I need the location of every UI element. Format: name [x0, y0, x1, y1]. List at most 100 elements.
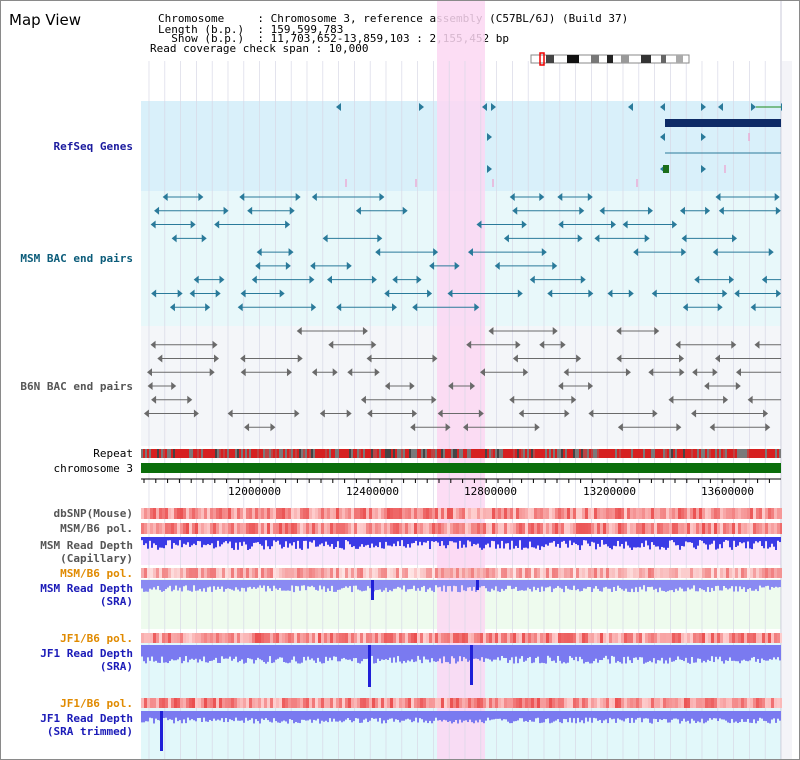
polymorphism-cell — [501, 568, 504, 578]
msm-bac-pair-end — [768, 248, 774, 257]
jf1-depth-sra-bar — [377, 645, 379, 659]
jf1-depth-trim-bar — [503, 711, 505, 720]
msm-depth-cap-bar — [637, 537, 639, 548]
repeat-bar — [701, 449, 703, 458]
jf1-depth-trim-bar — [687, 711, 689, 721]
polymorphism-cell — [558, 568, 561, 578]
msm-depth-cap-bar — [341, 537, 343, 549]
jf1-depth-sra-bar — [247, 645, 249, 659]
polymorphism-cell — [438, 698, 441, 708]
polymorphism-cell — [261, 508, 264, 519]
polymorphism-cell — [366, 633, 369, 643]
repeat-bar — [341, 449, 343, 458]
repeat-bar — [501, 449, 503, 458]
polymorphism-cell — [432, 633, 435, 643]
polymorphism-cell — [384, 633, 387, 643]
track-label-msm-b6-pol-2[interactable]: MSM/B6 pol. — [60, 567, 133, 580]
polymorphism-cell — [531, 508, 534, 519]
jf1-depth-trim-bar — [177, 711, 179, 722]
polymorphism-cell — [501, 508, 504, 519]
repeat-bar — [339, 449, 341, 458]
repeat-bar — [659, 449, 661, 458]
msm-depth-cap-bar — [259, 537, 261, 545]
msm-depth-sra-bar — [349, 580, 351, 587]
polymorphism-cell — [195, 508, 198, 519]
msm-depth-sra-bar — [575, 580, 577, 591]
track-label-jf1-depth-trim[interactable]: JF1 Read Depth — [40, 712, 133, 725]
jf1-depth-sra-bar — [237, 645, 239, 663]
polymorphism-cell — [648, 698, 651, 708]
msm-depth-cap-bar — [443, 537, 445, 546]
msm-depth-cap-bar — [769, 537, 771, 548]
msm-depth-sra-bar — [485, 580, 487, 589]
jf1-depth-sra-bar — [723, 645, 725, 664]
msm-depth-sra-bar — [469, 580, 471, 588]
track-label-msm-depth-cap[interactable]: MSM Read Depth — [40, 539, 133, 552]
track-label-jf1-b6-pol[interactable]: JF1/B6 pol. — [60, 632, 133, 645]
polymorphism-cell — [684, 633, 687, 643]
polymorphism-cell — [582, 633, 585, 643]
polymorphism-cell — [177, 633, 180, 643]
repeat-bar — [439, 449, 441, 458]
msm-depth-cap-bar — [571, 537, 573, 546]
polymorphism-cell — [741, 568, 744, 578]
b6n-bac-pair-end — [763, 409, 769, 418]
polymorphism-cell — [291, 523, 294, 534]
msm-depth-sra-bar — [591, 580, 593, 593]
msm-depth-sra-bar — [621, 580, 623, 590]
polymorphism-cell — [168, 523, 171, 534]
track-label-msm-b6-pol[interactable]: MSM/B6 pol. — [60, 522, 133, 535]
jf1-depth-sra-bar — [245, 645, 247, 663]
msm-bac-pair-end — [761, 275, 767, 284]
jf1-depth-sra-bar — [371, 645, 373, 656]
jf1-depth-sra-bar — [575, 645, 577, 657]
ideogram-band — [607, 55, 613, 63]
polymorphism-cell — [186, 508, 189, 519]
repeat-bar — [287, 449, 289, 458]
repeat-bar — [689, 449, 691, 458]
msm-bac-pair-end — [607, 289, 613, 298]
msm-depth-sra-bar — [191, 580, 193, 592]
jf1-depth-trim-bar — [685, 711, 687, 722]
track-label-msm-bac[interactable]: MSM BAC end pairs — [20, 252, 133, 265]
jf1-depth-trim-bar — [521, 711, 523, 719]
jf1-depth-sra-bar — [659, 645, 661, 661]
polymorphism-cell — [171, 523, 174, 534]
msm-depth-cap-bar — [693, 537, 695, 548]
msm-depth-cap-bar — [629, 537, 631, 548]
msm-depth-cap-bar — [287, 537, 289, 548]
polymorphism-cell — [612, 698, 615, 708]
repeat-bar — [375, 449, 377, 458]
polymorphism-cell — [159, 633, 162, 643]
polymorphism-cell — [690, 568, 693, 578]
polymorphism-cell — [711, 633, 714, 643]
jf1-depth-trim-bar — [457, 711, 459, 724]
track-label-dbsnp[interactable]: dbSNP(Mouse) — [53, 507, 133, 520]
track-label-refseq[interactable]: RefSeq Genes — [53, 140, 133, 153]
repeat-bar — [295, 449, 297, 458]
jf1-depth-sra-bar — [613, 645, 615, 657]
track-label-jf1-depth-sra[interactable]: JF1 Read Depth — [40, 647, 133, 660]
msm-depth-sra-bar — [567, 580, 569, 589]
track-label-jf1-depth-trim-sub: (SRA trimmed) — [46, 725, 133, 738]
polymorphism-cell — [591, 508, 594, 519]
msm-depth-sra-bar — [387, 580, 389, 592]
msm-depth-cap-bar — [559, 537, 561, 548]
msm-bac-pair-end — [150, 220, 156, 229]
track-label-msm-depth-sra[interactable]: MSM Read Depth — [40, 582, 133, 595]
jf1-depth-sra-bar — [497, 645, 499, 658]
polymorphism-cell — [189, 698, 192, 708]
msm-depth-cap-bar — [141, 537, 143, 541]
track-label-b6n-bac[interactable]: B6N BAC end pairs — [20, 380, 133, 393]
jf1-depth-sra-bar — [563, 645, 565, 663]
msm-bac-pair-end — [682, 303, 688, 312]
msm-bac-pair-end — [705, 206, 711, 215]
polymorphism-cell — [312, 568, 315, 578]
polymorphism-cell — [405, 698, 408, 708]
repeat-bar — [245, 449, 247, 458]
track-label-jf1-b6-pol-2[interactable]: JF1/B6 pol. — [60, 697, 133, 710]
axis-tick-label: 12000000 — [228, 485, 281, 498]
msm-depth-sra-bar — [143, 580, 145, 592]
polymorphism-cell — [480, 698, 483, 708]
